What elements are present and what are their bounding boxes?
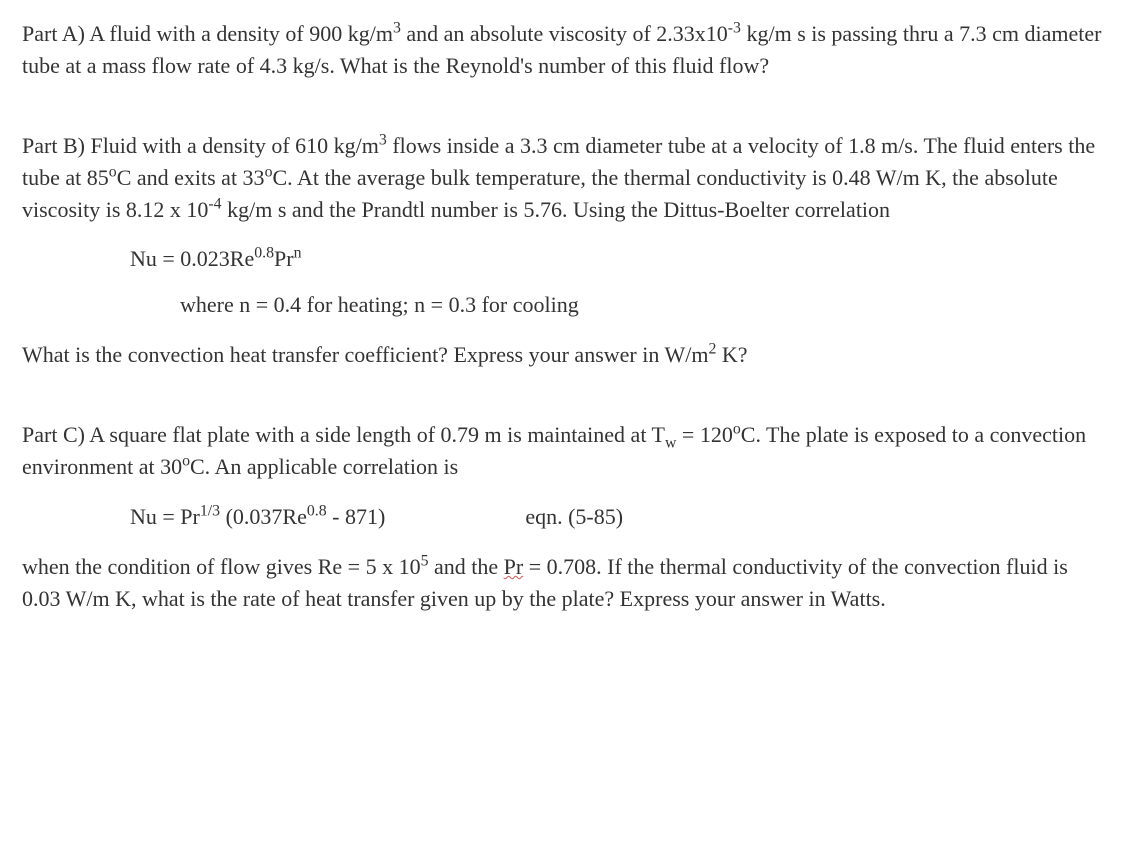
part-c-section: Part C) A square flat plate with a side … xyxy=(22,419,1103,614)
part-c-eqn-mid1: (0.037Re xyxy=(220,504,307,529)
part-c-sub1: w xyxy=(665,435,676,452)
part-b-section: Part B) Fluid with a density of 610 kg/m… xyxy=(22,130,1103,371)
part-a-label: Part A) xyxy=(22,21,85,46)
part-b-fu1: What is the convection heat transfer coe… xyxy=(22,342,708,367)
part-b-eqn-sup2: n xyxy=(294,245,302,262)
part-c-t4: C. An applicable correlation is xyxy=(190,454,458,479)
part-c-eqn-label: eqn. (5-85) xyxy=(525,501,623,533)
part-c-squiggle: Pr xyxy=(504,554,524,579)
part-c-equation: Nu = Pr1/3 (0.037Re0.8 - 871) eqn. (5-85) xyxy=(22,501,1103,533)
part-c-fu2: and the xyxy=(429,554,504,579)
part-c-fu-sup: 5 xyxy=(421,552,429,569)
part-a-text: Part A) A fluid with a density of 900 kg… xyxy=(22,18,1103,82)
part-c-deg2: o xyxy=(182,453,190,470)
part-c-fu1: when the condition of flow gives Re = 5 … xyxy=(22,554,421,579)
part-c-label: Part C) xyxy=(22,422,85,447)
part-b-equation: Nu = 0.023Re0.8Prn xyxy=(22,243,1103,275)
part-c-t2: = 120 xyxy=(676,422,732,447)
part-b-t1: Fluid with a density of 610 kg/m xyxy=(85,133,379,158)
part-b-eqn-sup1: 0.8 xyxy=(254,245,274,262)
part-b-sup1: 3 xyxy=(379,131,387,148)
part-c-t1: A square flat plate with a side length o… xyxy=(85,422,665,447)
part-c-text: Part C) A square flat plate with a side … xyxy=(22,419,1103,483)
part-a-sup1: 3 xyxy=(393,20,401,37)
part-a-t2: and an absolute viscosity of 2.33x10 xyxy=(401,21,728,46)
part-b-t5: kg/m s and the Prandtl number is 5.76. U… xyxy=(222,197,890,222)
part-c-followup: when the condition of flow gives Re = 5 … xyxy=(22,551,1103,615)
part-c-eqn-sup1: 1/3 xyxy=(200,503,220,520)
part-a-section: Part A) A fluid with a density of 900 kg… xyxy=(22,18,1103,82)
part-c-eqn-prefix: Nu = Pr xyxy=(130,504,200,529)
part-c-deg1: o xyxy=(733,421,741,438)
part-c-eqn-mid2: - 871) xyxy=(327,504,386,529)
part-b-t3: C and exits at 33 xyxy=(117,165,265,190)
part-b-eqn-mid: Pr xyxy=(274,246,294,271)
part-b-deg1: o xyxy=(109,163,117,180)
part-a-sup2: -3 xyxy=(728,20,741,37)
part-b-followup: What is the convection heat transfer coe… xyxy=(22,339,1103,371)
part-b-sup2: -4 xyxy=(208,195,221,212)
part-a-t1: A fluid with a density of 900 kg/m xyxy=(85,21,393,46)
part-c-eqn-sup2: 0.8 xyxy=(307,503,327,520)
part-b-label: Part B) xyxy=(22,133,85,158)
part-b-condition: where n = 0.4 for heating; n = 0.3 for c… xyxy=(22,289,1103,321)
part-b-text: Part B) Fluid with a density of 610 kg/m… xyxy=(22,130,1103,226)
part-b-fu2: K? xyxy=(716,342,747,367)
part-b-eqn-prefix: Nu = 0.023Re xyxy=(130,246,254,271)
